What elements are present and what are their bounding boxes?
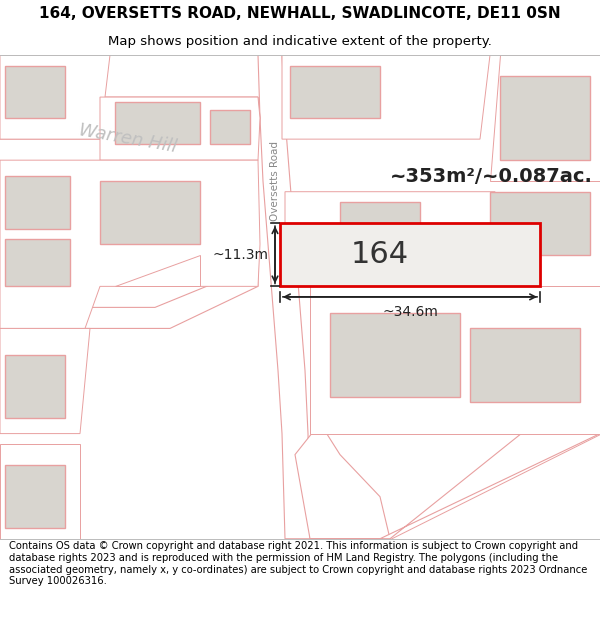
Polygon shape: [330, 312, 460, 397]
Polygon shape: [115, 102, 200, 144]
Polygon shape: [290, 66, 380, 118]
Polygon shape: [0, 328, 90, 434]
Polygon shape: [5, 239, 70, 286]
Polygon shape: [100, 181, 200, 244]
Polygon shape: [5, 465, 65, 528]
Polygon shape: [282, 55, 490, 139]
Text: ~34.6m: ~34.6m: [382, 305, 438, 319]
Polygon shape: [470, 328, 580, 402]
Polygon shape: [258, 55, 310, 539]
Polygon shape: [310, 286, 600, 434]
Polygon shape: [5, 176, 70, 229]
Polygon shape: [490, 55, 600, 181]
Text: Map shows position and indicative extent of the property.: Map shows position and indicative extent…: [108, 35, 492, 48]
Bar: [280, 223, 540, 286]
Polygon shape: [340, 202, 420, 244]
Polygon shape: [5, 355, 65, 418]
Polygon shape: [210, 109, 250, 144]
Polygon shape: [0, 97, 260, 139]
Polygon shape: [295, 423, 390, 539]
Text: Oversetts Road: Oversetts Road: [270, 141, 280, 221]
Polygon shape: [100, 97, 260, 160]
Polygon shape: [0, 55, 110, 139]
Text: Warren Hill: Warren Hill: [77, 122, 178, 157]
Polygon shape: [5, 66, 65, 118]
Polygon shape: [390, 434, 600, 539]
Polygon shape: [60, 266, 258, 328]
Polygon shape: [285, 192, 495, 286]
Text: 164, OVERSETTS ROAD, NEWHALL, SWADLINCOTE, DE11 0SN: 164, OVERSETTS ROAD, NEWHALL, SWADLINCOT…: [39, 6, 561, 21]
Text: Contains OS data © Crown copyright and database right 2021. This information is : Contains OS data © Crown copyright and d…: [9, 541, 587, 586]
Text: ~353m²/~0.087ac.: ~353m²/~0.087ac.: [390, 168, 593, 186]
Polygon shape: [0, 444, 80, 539]
Polygon shape: [310, 371, 600, 539]
Text: ~11.3m: ~11.3m: [213, 248, 269, 262]
Polygon shape: [490, 192, 590, 255]
Polygon shape: [0, 160, 260, 328]
Polygon shape: [500, 76, 590, 160]
Text: 164: 164: [351, 240, 409, 269]
Polygon shape: [115, 255, 200, 286]
